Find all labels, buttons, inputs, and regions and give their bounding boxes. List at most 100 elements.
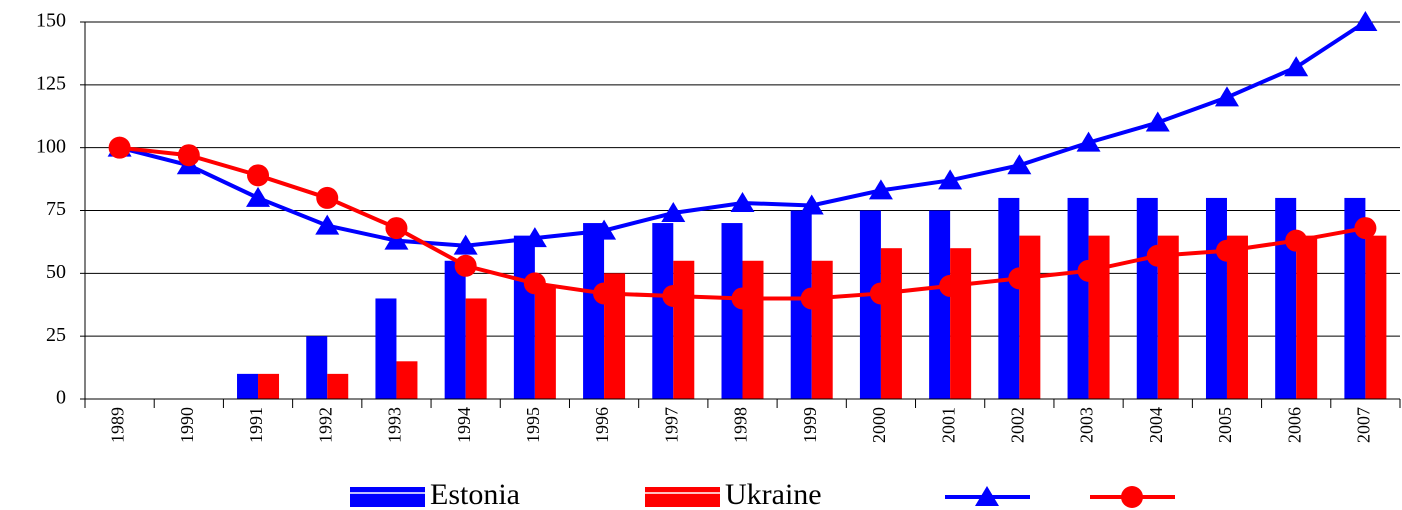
line-marker — [731, 287, 754, 310]
bar — [880, 248, 902, 399]
line-marker — [938, 169, 963, 190]
bar — [1157, 235, 1179, 399]
bar — [1205, 197, 1227, 399]
line-marker — [661, 202, 686, 223]
bar — [375, 298, 397, 399]
line-marker — [939, 274, 962, 297]
line-marker — [800, 287, 823, 310]
bar — [306, 336, 328, 399]
bar — [1296, 235, 1318, 399]
x-tick-label: 1996 — [592, 407, 612, 443]
y-tick-label: 100 — [36, 135, 66, 157]
x-tick-label: 2006 — [1284, 407, 1304, 443]
line-marker — [730, 191, 755, 212]
bar — [1226, 235, 1248, 399]
x-tick-label: 2001 — [938, 407, 958, 443]
x-tick-label: 2002 — [1007, 407, 1027, 443]
line-marker — [869, 282, 892, 305]
bar — [258, 373, 280, 399]
line-marker — [1215, 239, 1238, 262]
line-marker — [1146, 244, 1169, 267]
x-tick-label: 2007 — [1354, 407, 1374, 443]
line-marker — [868, 179, 893, 200]
bar — [513, 235, 535, 399]
x-tick-label: 2005 — [1215, 407, 1235, 443]
line-marker — [247, 164, 270, 187]
bar — [1088, 235, 1110, 399]
line-marker — [523, 272, 546, 295]
x-tick-label: 1989 — [108, 407, 128, 443]
line-marker — [593, 282, 616, 305]
bar — [652, 223, 674, 399]
bar — [396, 361, 418, 399]
line-marker — [1145, 111, 1170, 132]
bar — [790, 210, 812, 399]
x-tick-label: 1992 — [315, 407, 335, 443]
legend-marker — [1121, 486, 1143, 508]
line-marker — [1214, 86, 1239, 107]
line-marker — [1354, 217, 1377, 240]
bar — [721, 223, 743, 399]
bar — [929, 210, 951, 399]
line-marker — [592, 219, 617, 240]
line — [119, 20, 1367, 248]
line-marker — [315, 214, 340, 235]
legend-swatch — [645, 487, 720, 507]
line-marker — [246, 186, 271, 207]
line-marker — [1008, 267, 1031, 290]
line-marker — [1284, 56, 1309, 77]
bar — [1365, 235, 1387, 399]
line-marker — [454, 254, 477, 277]
line-marker — [662, 284, 685, 307]
y-tick-label: 25 — [46, 324, 66, 346]
x-tick-label: 1991 — [246, 407, 266, 443]
line-marker — [108, 136, 131, 159]
line-marker — [1285, 229, 1308, 252]
line-marker — [316, 186, 339, 209]
x-tick-label: 1990 — [177, 407, 197, 443]
bar — [998, 197, 1020, 399]
bar — [534, 285, 556, 399]
bar — [604, 273, 626, 399]
bar — [1067, 197, 1089, 399]
y-tick-label: 75 — [46, 198, 66, 220]
legend-label: Estonia — [430, 478, 520, 510]
x-tick-label: 2004 — [1146, 407, 1166, 443]
x-tick-label: 1998 — [731, 407, 751, 443]
line-marker — [1076, 131, 1101, 152]
x-tick-label: 1995 — [523, 407, 543, 443]
legend-marker — [975, 486, 999, 506]
line-marker — [1077, 259, 1100, 282]
bar — [1344, 197, 1366, 399]
bar — [237, 373, 259, 399]
legend-swatch — [350, 487, 425, 507]
x-tick-label: 1994 — [454, 407, 474, 443]
bar — [583, 223, 605, 399]
bar — [465, 298, 487, 399]
bar — [327, 373, 349, 399]
line-marker — [522, 227, 547, 248]
x-tick-label: 2000 — [869, 407, 889, 443]
bar — [742, 260, 764, 399]
bar — [859, 210, 881, 399]
bar — [950, 248, 972, 399]
y-tick-label: 150 — [36, 10, 66, 32]
bar — [673, 260, 695, 399]
y-tick-label: 0 — [56, 387, 66, 409]
line-marker — [799, 194, 824, 215]
y-tick-label: 125 — [36, 72, 66, 94]
x-tick-label: 1997 — [661, 407, 681, 443]
line-marker — [1007, 154, 1032, 175]
line-marker — [384, 229, 409, 250]
bar — [1019, 235, 1041, 399]
line-marker — [177, 144, 200, 167]
bar — [444, 260, 466, 399]
x-tick-label: 1993 — [385, 407, 405, 443]
line-marker — [385, 217, 408, 240]
x-tick-label: 2003 — [1077, 407, 1097, 443]
line-marker — [453, 234, 478, 255]
line-marker — [1353, 11, 1378, 31]
legend-label: Ukraine — [725, 478, 822, 510]
y-tick-label: 50 — [46, 261, 66, 283]
